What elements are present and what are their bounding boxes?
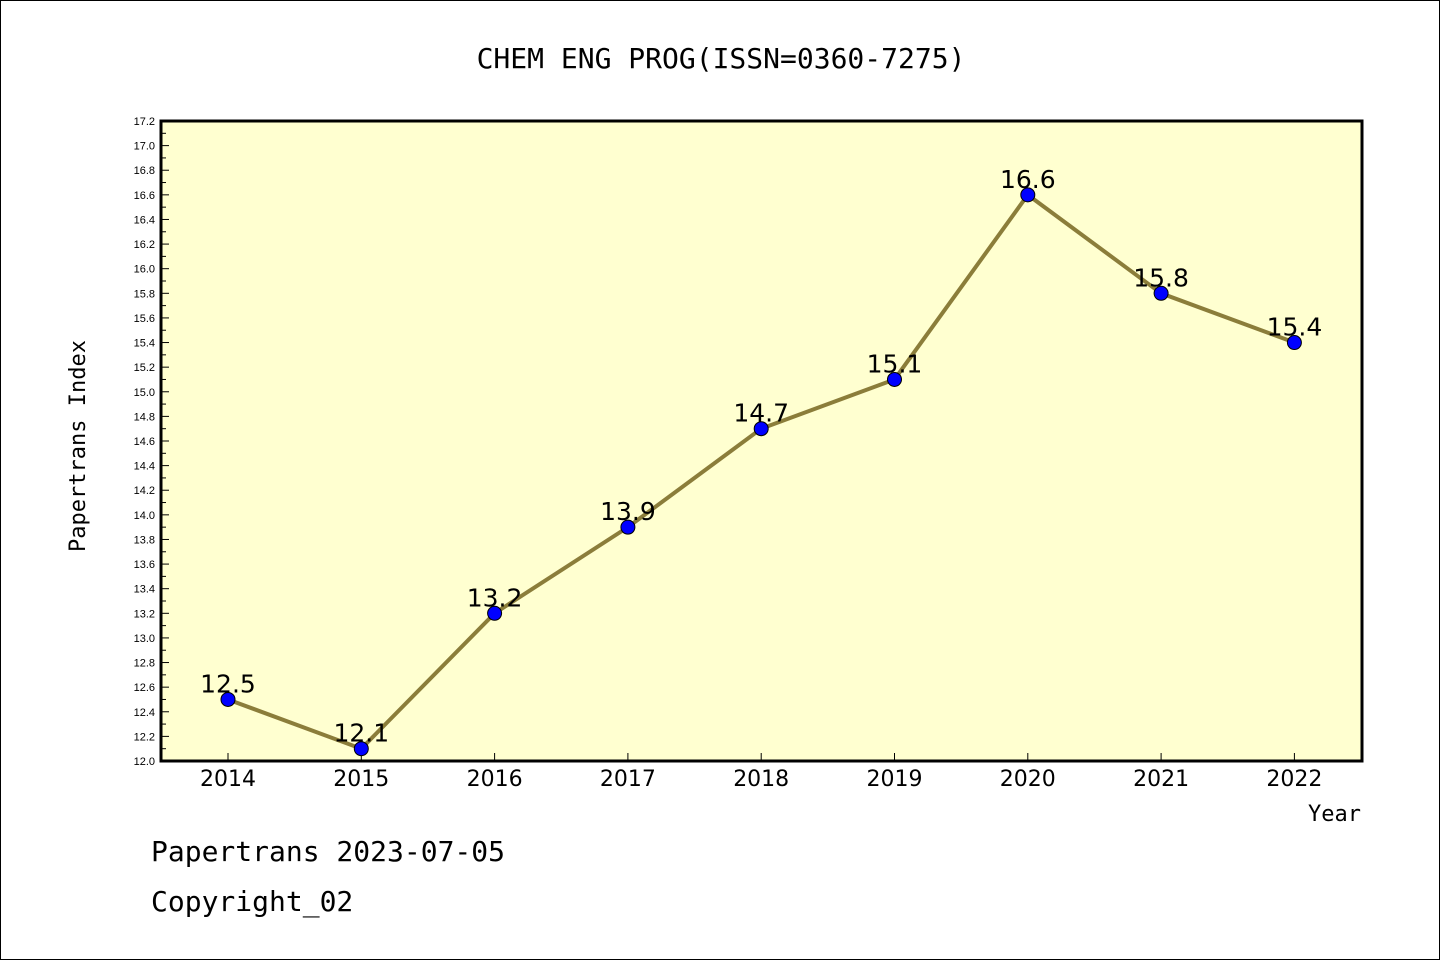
x-axis-label: Year <box>1308 802 1361 827</box>
data-point <box>1020 187 1036 203</box>
y-tick-label: 12.8 <box>134 658 155 670</box>
y-tick-label: 13.2 <box>134 608 155 620</box>
y-tick-label: 12.6 <box>134 682 155 694</box>
data-label: 12.1 <box>333 719 389 748</box>
y-tick-label: 17.2 <box>134 116 155 128</box>
footer-copyright: Copyright_02 <box>151 885 354 918</box>
y-tick-label: 12.0 <box>134 756 155 768</box>
y-tick-label: 16.2 <box>134 239 155 251</box>
y-tick-label: 15.6 <box>134 313 155 325</box>
y-tick-label: 14.0 <box>134 510 155 522</box>
data-label: 13.2 <box>467 583 523 612</box>
x-tick-label: 2014 <box>200 767 256 792</box>
data-label: 14.7 <box>733 399 789 428</box>
data-point <box>1286 335 1302 351</box>
y-tick-label: 15.0 <box>134 387 155 399</box>
y-tick-label: 17.0 <box>134 141 155 153</box>
y-tick-label: 15.2 <box>134 362 155 374</box>
data-points <box>220 187 1302 757</box>
y-tick-label: 15.4 <box>134 338 155 350</box>
data-label: 15.4 <box>1267 313 1323 342</box>
y-axis-label: Papertrans Index <box>66 340 91 552</box>
data-point <box>620 519 636 535</box>
data-point <box>887 371 902 387</box>
footer-date: Papertrans 2023-07-05 <box>151 835 506 868</box>
x-tick-label: 2018 <box>733 767 789 792</box>
x-tick-label: 2015 <box>333 767 389 792</box>
y-tick-label: 13.8 <box>134 534 155 546</box>
y-tick-label: 16.6 <box>134 190 155 202</box>
y-tick-label: 13.0 <box>134 633 155 645</box>
x-tick-label: 2017 <box>600 767 656 792</box>
plot-area <box>159 119 1364 763</box>
data-point <box>220 691 236 707</box>
chart-title: CHEM ENG PROG(ISSN=0360-7275) <box>477 42 966 75</box>
y-tick-label: 14.6 <box>134 436 155 448</box>
x-tick-label: 2022 <box>1266 767 1322 792</box>
x-tick-label: 2020 <box>1000 767 1056 792</box>
data-label: 12.5 <box>200 669 256 698</box>
data-label: 15.8 <box>1133 263 1189 292</box>
y-tick-label: 12.2 <box>134 731 155 743</box>
data-label: 16.6 <box>1000 165 1056 194</box>
y-tick-label: 14.2 <box>134 485 155 497</box>
data-point <box>1153 285 1169 301</box>
y-tick-label: 14.4 <box>134 461 155 473</box>
data-point <box>487 605 503 621</box>
y-tick-label: 13.6 <box>134 559 155 571</box>
data-point <box>753 421 769 437</box>
y-axis: 12.0 12.2 12.4 12.6 12.8 13.0 13.2 13.4 13.6 13.8… <box>134 116 169 768</box>
y-tick-label: 13.4 <box>134 584 155 596</box>
y-tick-label: 16.4 <box>134 214 155 226</box>
y-tick-label: 15.8 <box>134 288 155 300</box>
data-labels: 12.5 12.1 13.2 13.9 14.7 15.1 16.6 15.8 15.4 <box>200 165 1322 748</box>
data-label: 13.9 <box>600 497 656 526</box>
y-tick-label: 14.8 <box>134 411 155 423</box>
x-tick-label: 2016 <box>467 767 523 792</box>
y-tick-label: 16.8 <box>134 165 155 177</box>
data-point <box>353 741 369 757</box>
x-tick-label: 2021 <box>1133 767 1189 792</box>
y-tick-label: 16.0 <box>134 264 155 276</box>
x-tick-label: 2019 <box>867 767 923 792</box>
data-label: 15.1 <box>867 349 923 378</box>
y-tick-label: 12.4 <box>134 707 155 719</box>
x-axis: 2014 2015 2016 2017 2018 2019 2020 2021 2022 <box>200 753 1322 792</box>
